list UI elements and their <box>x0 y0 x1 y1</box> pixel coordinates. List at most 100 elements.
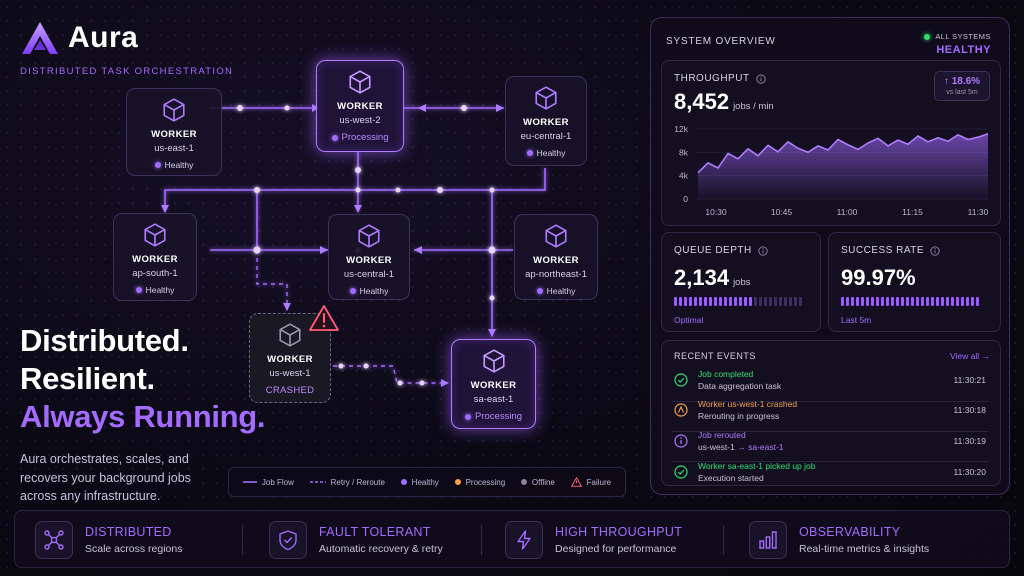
bar-segment <box>789 297 792 306</box>
bar-segment <box>794 297 797 306</box>
bar-segment <box>976 297 979 306</box>
event-time: 11:30:21 <box>953 375 986 385</box>
legend-failure: Failure <box>570 477 611 487</box>
info-icon[interactable] <box>755 73 766 84</box>
event-item[interactable]: Worker us-west-1 crashed Rerouting in pr… <box>672 399 986 429</box>
cube-icon <box>349 70 371 94</box>
node-title: WORKER <box>132 254 178 265</box>
system-status-value: HEALTHY <box>936 44 991 56</box>
bar-segment <box>856 297 859 306</box>
node-title: WORKER <box>523 117 569 128</box>
info-icon[interactable] <box>758 245 768 256</box>
success-rate-note: Last 5m <box>841 315 872 325</box>
divider <box>672 461 988 462</box>
x-tick-label: 11:15 <box>902 207 923 217</box>
bar-segment <box>966 297 969 306</box>
node-status: Processing <box>465 411 522 422</box>
bar-segment <box>886 297 889 306</box>
node-region: us-east-1 <box>154 143 194 154</box>
brand: Aura DISTRIBUTED TASK ORCHESTRATION <box>20 20 233 77</box>
x-tick-label: 10:30 <box>705 207 727 217</box>
y-tick-label: 12k <box>674 124 688 134</box>
node-status: Healthy <box>154 160 193 170</box>
worker-node-ap-south-1[interactable]: WORKER ap-south-1 Healthy <box>113 213 197 301</box>
card-label: SUCCESS RATE <box>841 245 940 256</box>
node-region: sa-east-1 <box>473 394 514 405</box>
event-subtitle: Data aggregation task <box>698 381 782 391</box>
node-title: WORKER <box>346 255 392 266</box>
cube-icon <box>358 224 380 248</box>
node-title: WORKER <box>337 101 383 112</box>
event-item[interactable]: Job completed Data aggregation task 11:3… <box>672 369 986 399</box>
bar-segment <box>674 297 677 306</box>
bar-segment <box>841 297 844 306</box>
hero: Distributed. Resilient. Always Running. … <box>20 322 280 506</box>
bar-segment <box>729 297 732 306</box>
legend-offline: Offline <box>520 478 555 487</box>
status-dot <box>331 134 338 141</box>
bar-segment <box>911 297 914 306</box>
event-time: 11:30:18 <box>953 405 986 415</box>
node-region: ap-south-1 <box>132 268 178 279</box>
bar-segment <box>861 297 864 306</box>
worker-node-us-west-2[interactable]: WORKER us-west-2 Processing <box>316 60 404 152</box>
aura-logo-icon <box>22 22 58 54</box>
event-item[interactable]: Worker sa-east-1 picked up job Execution… <box>672 461 986 485</box>
event-subtitle: Rerouting in progress <box>698 411 780 421</box>
bar-segment <box>799 297 802 306</box>
worker-node-us-east-1[interactable]: WORKER us-east-1 Healthy <box>126 88 222 176</box>
warning-triangle-icon <box>570 477 582 487</box>
node-title: WORKER <box>470 380 517 391</box>
bar-segment <box>774 297 777 306</box>
node-status: Processing <box>331 132 389 143</box>
node-status: Healthy <box>349 286 388 296</box>
cube-icon <box>279 323 301 347</box>
bar-segment <box>739 297 742 306</box>
bar-segment <box>951 297 954 306</box>
bar-segment <box>946 297 949 306</box>
worker-node-us-central-1[interactable]: WORKER us-central-1 Healthy <box>328 214 410 300</box>
check-circle-icon <box>674 465 688 479</box>
bar-segment <box>704 297 707 306</box>
feature-title: FAULT TOLERANT <box>319 525 431 539</box>
feature-title: DISTRIBUTED <box>85 525 172 539</box>
bar-segment <box>764 297 767 306</box>
node-region: eu-central-1 <box>520 131 572 142</box>
feature-subtitle: Designed for performance <box>555 543 677 555</box>
status-dot <box>465 413 471 420</box>
feature-high-throughput: HIGH THROUGHPUT Designed for performance <box>505 521 682 559</box>
feature-title: HIGH THROUGHPUT <box>555 525 683 539</box>
status-dot <box>924 33 931 40</box>
info-icon[interactable] <box>930 245 940 256</box>
network-icon <box>44 530 64 550</box>
bar-chart-icon <box>759 531 777 549</box>
bar-segment <box>679 297 682 306</box>
brand-name: Aura <box>68 21 139 54</box>
success-rate-card: SUCCESS RATE 99.97% Last 5m <box>828 232 1001 332</box>
bar-segment <box>891 297 894 306</box>
node-status: Healthy <box>536 286 575 296</box>
features-bar: DISTRIBUTED Scale across regions FAULT T… <box>14 510 1010 568</box>
feature-distributed: DISTRIBUTED Scale across regions <box>35 521 182 559</box>
event-item[interactable]: Job rerouted us-west-1 → sa-east-1 11:30… <box>672 430 986 460</box>
system-status: ALL SYSTEMS HEALTHY <box>924 32 991 56</box>
event-title: Worker sa-east-1 picked up job <box>698 461 816 471</box>
throughput-chart: 0 4k 8k 12k 10:30 10:45 11:00 11:15 11:30 <box>674 124 988 217</box>
events-title: RECENT EVENTS <box>674 351 756 361</box>
bar-segment <box>699 297 702 306</box>
view-all-link[interactable]: View all → <box>950 351 990 361</box>
cube-icon <box>144 223 166 247</box>
event-subtitle: Execution started <box>698 473 764 483</box>
bar-segment <box>784 297 787 306</box>
bar-segment <box>749 297 752 306</box>
cube-icon <box>535 86 557 110</box>
feature-observability: OBSERVABILITY Real-time metrics & insigh… <box>749 521 929 559</box>
bar-segment <box>901 297 904 306</box>
worker-node-sa-east-1[interactable]: WORKER sa-east-1 Processing <box>451 339 536 429</box>
panel-title: SYSTEM OVERVIEW <box>666 36 776 47</box>
lightning-icon <box>517 530 531 550</box>
worker-node-eu-central-1[interactable]: WORKER eu-central-1 Healthy <box>505 76 587 166</box>
feature-fault-tolerant: FAULT TOLERANT Automatic recovery & retr… <box>269 521 443 559</box>
flow-line <box>164 168 546 212</box>
worker-node-ap-northeast-1[interactable]: WORKER ap-northeast-1 Healthy <box>514 214 598 300</box>
